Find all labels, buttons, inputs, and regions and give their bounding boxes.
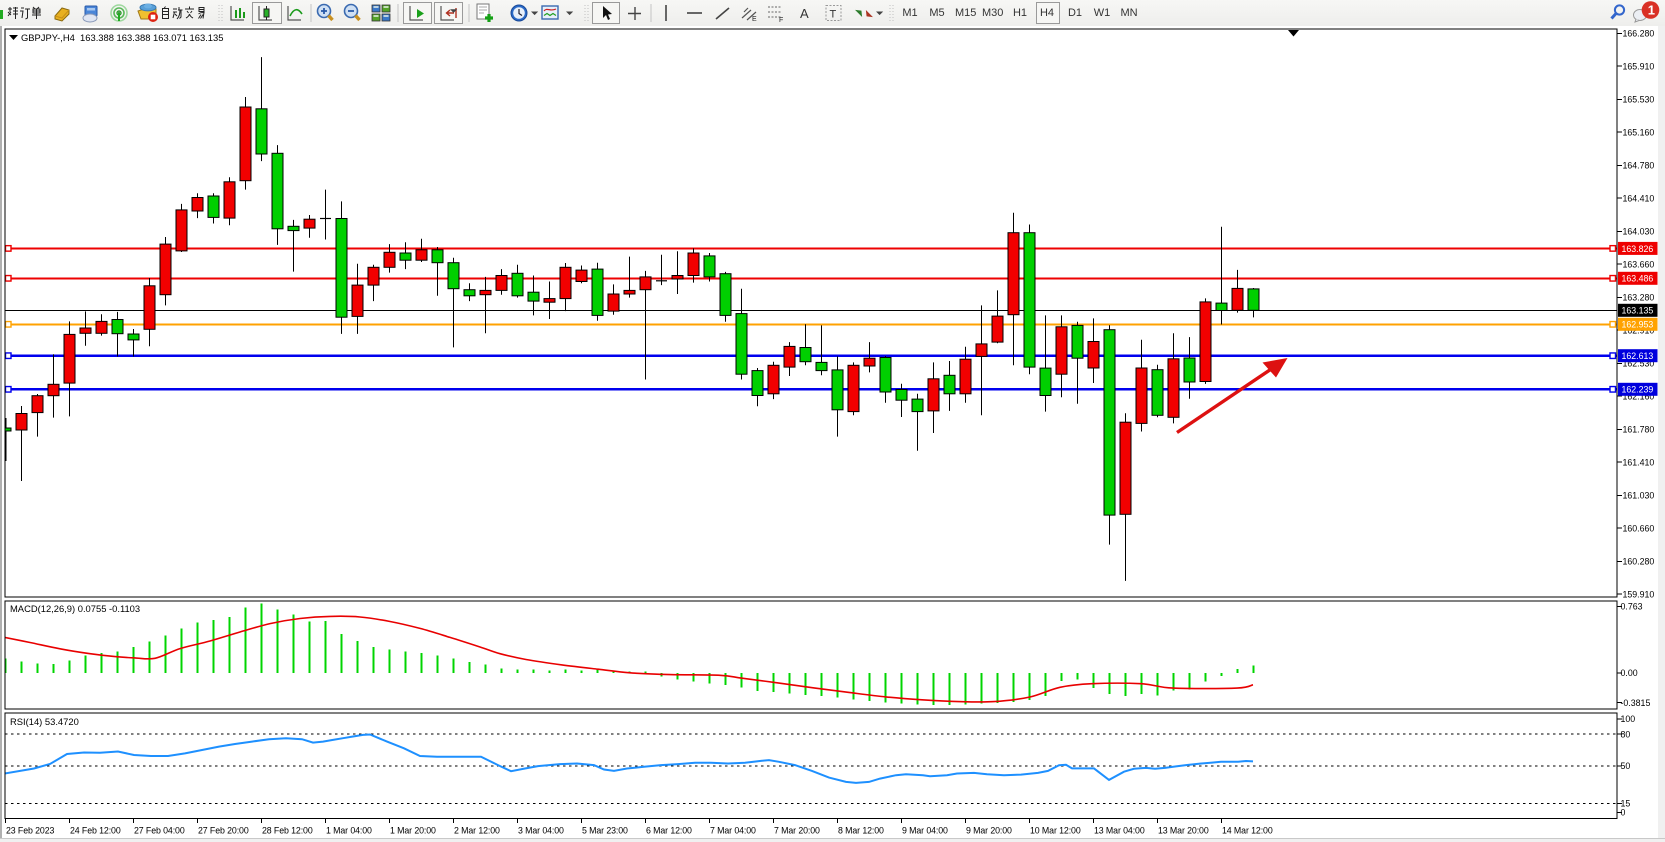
svg-text:165.530: 165.530 bbox=[1623, 95, 1655, 105]
svg-text:7 Mar 20:00: 7 Mar 20:00 bbox=[774, 825, 820, 835]
svg-text:162.239: 162.239 bbox=[1622, 385, 1654, 395]
svg-text:8 Mar 12:00: 8 Mar 12:00 bbox=[838, 825, 884, 835]
svg-text:162.530: 162.530 bbox=[1623, 359, 1655, 369]
svg-text:165.910: 165.910 bbox=[1623, 61, 1655, 71]
svg-text:161.410: 161.410 bbox=[1623, 457, 1655, 467]
svg-text:162.613: 162.613 bbox=[1622, 351, 1654, 361]
svg-text:164.780: 164.780 bbox=[1623, 161, 1655, 171]
svg-text:RSI(14) 53.4720: RSI(14) 53.4720 bbox=[10, 716, 79, 727]
svg-text:7 Mar 04:00: 7 Mar 04:00 bbox=[710, 825, 756, 835]
svg-text:F: F bbox=[779, 17, 783, 24]
svg-text:15: 15 bbox=[1621, 799, 1631, 809]
svg-text:50: 50 bbox=[1621, 761, 1631, 771]
svg-text:14 Mar 12:00: 14 Mar 12:00 bbox=[1222, 825, 1273, 835]
svg-text:2 Mar 12:00: 2 Mar 12:00 bbox=[454, 825, 500, 835]
svg-text:13 Mar 04:00: 13 Mar 04:00 bbox=[1094, 825, 1145, 835]
svg-text:A: A bbox=[800, 6, 809, 21]
svg-text:27 Feb 20:00: 27 Feb 20:00 bbox=[198, 825, 249, 835]
svg-text:5 Mar 23:00: 5 Mar 23:00 bbox=[582, 825, 628, 835]
svg-text:28 Feb 12:00: 28 Feb 12:00 bbox=[262, 825, 313, 835]
svg-text:9 Mar 04:00: 9 Mar 04:00 bbox=[902, 825, 948, 835]
svg-text:162.953: 162.953 bbox=[1622, 320, 1654, 330]
svg-text:MACD(12,26,9) 0.0755 -0.1103: MACD(12,26,9) 0.0755 -0.1103 bbox=[10, 603, 140, 614]
svg-text:163.660: 163.660 bbox=[1623, 259, 1655, 269]
svg-text:10 Mar 12:00: 10 Mar 12:00 bbox=[1030, 825, 1081, 835]
svg-text:163.135: 163.135 bbox=[1622, 306, 1654, 316]
svg-text:163.486: 163.486 bbox=[1622, 274, 1654, 284]
svg-text:23 Feb 2023: 23 Feb 2023 bbox=[6, 825, 55, 835]
svg-text:165.160: 165.160 bbox=[1623, 127, 1655, 137]
svg-text:162.160: 162.160 bbox=[1623, 391, 1655, 401]
svg-text:163.280: 163.280 bbox=[1623, 293, 1655, 303]
svg-text:-0.3815: -0.3815 bbox=[1621, 698, 1651, 708]
svg-text:1 Mar 04:00: 1 Mar 04:00 bbox=[326, 825, 372, 835]
svg-text:1: 1 bbox=[1648, 3, 1655, 18]
svg-text:166.280: 166.280 bbox=[1623, 29, 1655, 39]
svg-text:3 Mar 04:00: 3 Mar 04:00 bbox=[518, 825, 564, 835]
svg-text:161.780: 161.780 bbox=[1623, 425, 1655, 435]
svg-text:100: 100 bbox=[1621, 714, 1636, 724]
svg-text:6 Mar 12:00: 6 Mar 12:00 bbox=[646, 825, 692, 835]
svg-text:160.660: 160.660 bbox=[1623, 523, 1655, 533]
svg-text:T: T bbox=[830, 9, 837, 21]
svg-text:24 Feb 12:00: 24 Feb 12:00 bbox=[70, 825, 121, 835]
svg-text:9 Mar 20:00: 9 Mar 20:00 bbox=[966, 825, 1012, 835]
svg-text:164.410: 164.410 bbox=[1623, 193, 1655, 203]
svg-text:163.826: 163.826 bbox=[1622, 244, 1654, 254]
svg-text:E: E bbox=[752, 16, 757, 23]
svg-text:0.00: 0.00 bbox=[1621, 668, 1638, 678]
svg-text:160.280: 160.280 bbox=[1623, 557, 1655, 567]
svg-text:80: 80 bbox=[1621, 729, 1631, 739]
svg-text:161.030: 161.030 bbox=[1623, 491, 1655, 501]
svg-text:159.910: 159.910 bbox=[1623, 589, 1655, 599]
svg-text:13 Mar 20:00: 13 Mar 20:00 bbox=[1158, 825, 1209, 835]
svg-text:0.763: 0.763 bbox=[1621, 602, 1643, 612]
svg-text:27 Feb 04:00: 27 Feb 04:00 bbox=[134, 825, 185, 835]
svg-text:1 Mar 20:00: 1 Mar 20:00 bbox=[390, 825, 436, 835]
svg-text:0: 0 bbox=[1621, 808, 1626, 818]
svg-text:164.030: 164.030 bbox=[1623, 227, 1655, 237]
svg-text:GBPJPY-,H4 163.388 163.388 16: GBPJPY-,H4 163.388 163.388 163.071 163.1… bbox=[21, 32, 223, 43]
